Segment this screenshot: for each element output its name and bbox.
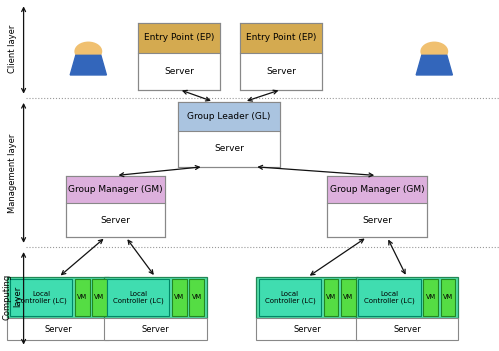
Text: VM: VM bbox=[443, 294, 453, 300]
Bar bbox=[356, 318, 458, 340]
Bar bbox=[107, 279, 169, 316]
Bar bbox=[7, 277, 109, 318]
Bar bbox=[138, 23, 220, 53]
Bar bbox=[10, 279, 72, 316]
Bar bbox=[172, 279, 187, 316]
Text: Server: Server bbox=[214, 144, 244, 153]
Text: Entry Point (EP): Entry Point (EP) bbox=[144, 33, 215, 42]
Text: VM: VM bbox=[174, 294, 184, 300]
Text: Group Manager (GM): Group Manager (GM) bbox=[330, 185, 424, 194]
Bar bbox=[66, 176, 166, 237]
Text: VM: VM bbox=[343, 294, 353, 300]
Text: Server: Server bbox=[362, 216, 392, 225]
Bar bbox=[75, 279, 89, 316]
Text: Server: Server bbox=[164, 67, 194, 76]
Text: Server: Server bbox=[101, 216, 131, 225]
Text: Local
Controller (LC): Local Controller (LC) bbox=[15, 291, 66, 304]
Text: VM: VM bbox=[192, 294, 202, 300]
Text: VM: VM bbox=[94, 294, 105, 300]
Bar bbox=[256, 277, 358, 318]
Text: Server: Server bbox=[293, 325, 321, 333]
Text: Server: Server bbox=[266, 67, 296, 76]
Bar bbox=[327, 176, 427, 237]
Bar bbox=[104, 318, 207, 340]
Text: Server: Server bbox=[393, 325, 421, 333]
Bar bbox=[323, 279, 338, 316]
Bar bbox=[92, 279, 107, 316]
Text: Local
Controller (LC): Local Controller (LC) bbox=[364, 291, 415, 304]
Circle shape bbox=[420, 41, 448, 61]
Text: Server: Server bbox=[142, 325, 169, 333]
Bar bbox=[441, 279, 456, 316]
Bar bbox=[7, 318, 109, 340]
Circle shape bbox=[74, 41, 102, 61]
Bar bbox=[423, 279, 438, 316]
Text: VM: VM bbox=[426, 294, 436, 300]
Bar bbox=[189, 279, 204, 316]
Text: Local
Controller (LC): Local Controller (LC) bbox=[264, 291, 315, 304]
Text: VM: VM bbox=[77, 294, 87, 300]
Text: Group Manager (GM): Group Manager (GM) bbox=[68, 185, 163, 194]
Polygon shape bbox=[70, 55, 106, 75]
Bar bbox=[66, 176, 166, 203]
Text: Computing
layer: Computing layer bbox=[2, 273, 22, 320]
Bar bbox=[178, 102, 280, 131]
Polygon shape bbox=[416, 55, 453, 75]
Bar bbox=[240, 23, 322, 90]
Bar bbox=[138, 23, 220, 90]
Bar bbox=[341, 279, 356, 316]
Text: Entry Point (EP): Entry Point (EP) bbox=[246, 33, 316, 42]
Bar bbox=[327, 176, 427, 203]
Bar bbox=[104, 277, 207, 318]
Text: Server: Server bbox=[44, 325, 72, 333]
Bar bbox=[356, 277, 458, 318]
Bar bbox=[259, 279, 321, 316]
Text: Local
Controller (LC): Local Controller (LC) bbox=[113, 291, 164, 304]
Bar bbox=[178, 102, 280, 167]
Bar bbox=[240, 23, 322, 53]
Text: Management layer: Management layer bbox=[7, 134, 16, 213]
Text: Group Leader (GL): Group Leader (GL) bbox=[187, 112, 270, 121]
Bar bbox=[256, 318, 358, 340]
Bar bbox=[358, 279, 421, 316]
Text: Client layer: Client layer bbox=[7, 25, 16, 73]
Text: VM: VM bbox=[326, 294, 336, 300]
